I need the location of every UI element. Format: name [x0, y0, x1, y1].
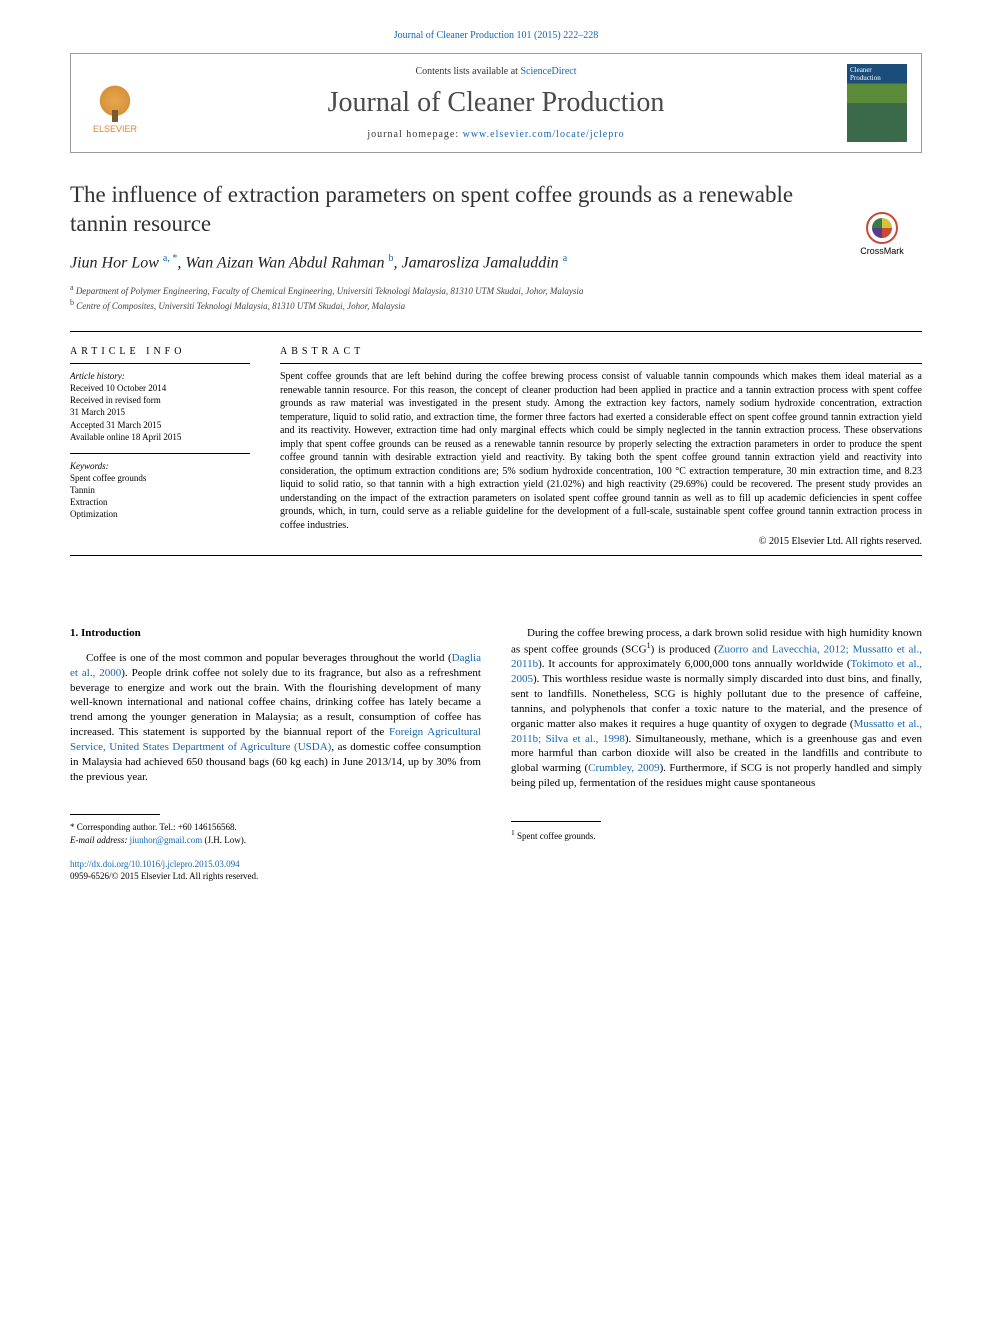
history-label: Article history:	[70, 370, 250, 382]
footnote-divider	[511, 821, 601, 822]
email-line: E-mail address: jiunhor@gmail.com (J.H. …	[70, 834, 481, 846]
footnote-text: Spent coffee grounds.	[515, 831, 596, 841]
abstract: ABSTRACT Spent coffee grounds that are l…	[280, 346, 922, 547]
crossmark-icon	[866, 212, 898, 244]
contents-prefix: Contents lists available at	[415, 66, 520, 77]
homepage-link[interactable]: www.elsevier.com/locate/jclepro	[463, 129, 625, 140]
email-link[interactable]: jiunhor@gmail.com	[130, 835, 203, 845]
keyword: Optimization	[70, 508, 250, 520]
column-right: During the coffee brewing process, a dar…	[511, 626, 922, 882]
keyword: Extraction	[70, 496, 250, 508]
journal-name: Journal of Cleaner Production	[159, 87, 833, 119]
header-citation: Journal of Cleaner Production 101 (2015)…	[70, 30, 922, 41]
divider	[70, 331, 922, 332]
email-suffix: (J.H. Low).	[202, 835, 246, 845]
history-lines: Received 10 October 2014Received in revi…	[70, 382, 250, 443]
history-line: Received in revised form	[70, 394, 250, 406]
masthead: ELSEVIER Contents lists available at Sci…	[70, 53, 922, 153]
homepage-prefix: journal homepage:	[367, 129, 462, 140]
footer: http://dx.doi.org/10.1016/j.jclepro.2015…	[70, 858, 481, 882]
history-line: Available online 18 April 2015	[70, 431, 250, 443]
history-line: Accepted 31 March 2015	[70, 419, 250, 431]
elsevier-tree-icon	[91, 72, 139, 120]
article-info: ARTICLE INFO Article history: Received 1…	[70, 346, 250, 547]
sciencedirect-link[interactable]: ScienceDirect	[520, 66, 576, 77]
article-info-head: ARTICLE INFO	[70, 346, 250, 357]
email-label: E-mail address:	[70, 835, 130, 845]
keywords-label: Keywords:	[70, 460, 250, 472]
body-columns: 1. Introduction Coffee is one of the mos…	[70, 626, 922, 882]
intro-heading: 1. Introduction	[70, 626, 481, 641]
intro-para-1: Coffee is one of the most common and pop…	[70, 651, 481, 785]
corresponding-author: * Corresponding author. Tel.: +60 146156…	[70, 821, 481, 833]
text: ). It accounts for approximately 6,000,0…	[538, 658, 850, 670]
affiliation-line: b Centre of Composites, Universiti Tekno…	[70, 297, 922, 313]
footnotes-right: 1 Spent coffee grounds.	[511, 828, 922, 842]
elsevier-logo: ELSEVIER	[85, 68, 145, 138]
divider	[70, 555, 922, 556]
column-left: 1. Introduction Coffee is one of the mos…	[70, 626, 481, 882]
history-line: 31 March 2015	[70, 406, 250, 418]
text: Coffee is one of the most common and pop…	[86, 652, 452, 664]
footnote-1: 1 Spent coffee grounds.	[511, 828, 922, 842]
footnotes-left: * Corresponding author. Tel.: +60 146156…	[70, 821, 481, 845]
footnote-divider	[70, 814, 160, 815]
abstract-copyright: © 2015 Elsevier Ltd. All rights reserved…	[280, 536, 922, 547]
citation-link[interactable]: Crumbley, 2009	[588, 762, 659, 774]
crossmark-label: CrossMark	[842, 246, 922, 256]
abstract-head: ABSTRACT	[280, 346, 922, 357]
article-title: The influence of extraction parameters o…	[70, 181, 922, 239]
text: ) is produced (	[651, 644, 718, 656]
issn-copyright: 0959-6526/© 2015 Elsevier Ltd. All right…	[70, 870, 481, 882]
keywords-list: Spent coffee groundsTanninExtractionOpti…	[70, 472, 250, 521]
homepage-line: journal homepage: www.elsevier.com/locat…	[159, 129, 833, 140]
intro-para-2: During the coffee brewing process, a dar…	[511, 626, 922, 791]
affiliations: a Department of Polymer Engineering, Fac…	[70, 282, 922, 313]
elsevier-label: ELSEVIER	[93, 124, 137, 134]
abstract-text: Spent coffee grounds that are left behin…	[280, 370, 922, 532]
keyword: Tannin	[70, 484, 250, 496]
crossmark-widget[interactable]: CrossMark	[842, 212, 922, 256]
affiliation-line: a Department of Polymer Engineering, Fac…	[70, 282, 922, 298]
cover-line2: Production	[850, 75, 904, 83]
keyword: Spent coffee grounds	[70, 472, 250, 484]
history-line: Received 10 October 2014	[70, 382, 250, 394]
journal-cover-thumbnail: Cleaner Production	[847, 64, 907, 142]
doi-link[interactable]: http://dx.doi.org/10.1016/j.jclepro.2015…	[70, 859, 240, 869]
contents-available-line: Contents lists available at ScienceDirec…	[159, 66, 833, 77]
authors: Jiun Hor Low a, *, Wan Aizan Wan Abdul R…	[70, 253, 922, 272]
